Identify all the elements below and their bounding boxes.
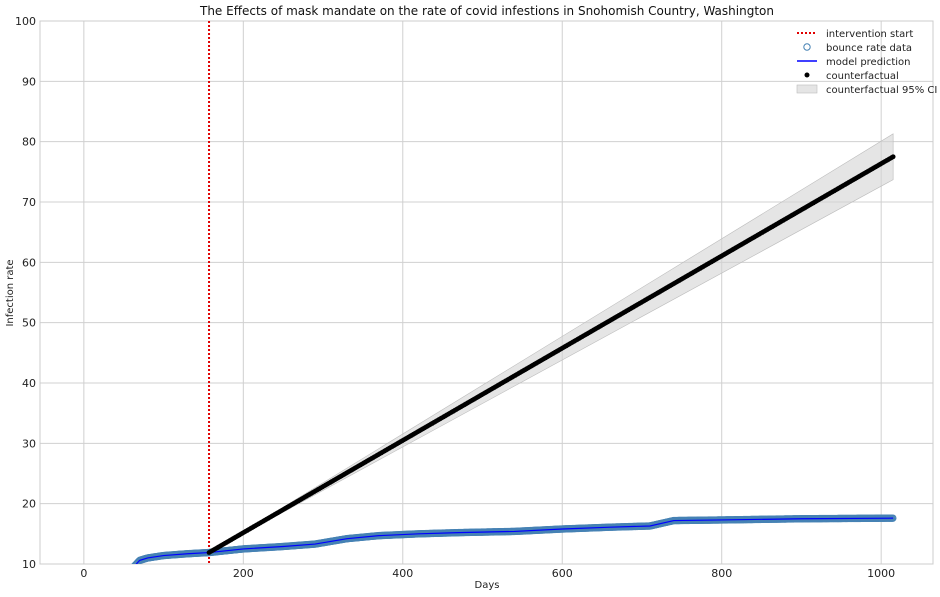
- y-tick-label: 90: [22, 75, 36, 88]
- x-tick-label: 800: [711, 567, 732, 580]
- y-tick-label: 30: [22, 437, 36, 450]
- legend-label: bounce rate data: [826, 43, 912, 54]
- model-prediction-line: [135, 517, 894, 564]
- x-tick-label: 600: [552, 567, 573, 580]
- legend-marker-counterfactual: [804, 72, 810, 78]
- legend-label: intervention start: [826, 29, 913, 40]
- y-tick-label: 60: [22, 256, 36, 269]
- x-tick-label: 200: [233, 567, 254, 580]
- legend-label: counterfactual 95% CI: [826, 85, 937, 96]
- x-tick-label: 1000: [867, 567, 895, 580]
- y-axis-title: Infection rate: [5, 259, 16, 326]
- legend-label: counterfactual: [826, 71, 899, 82]
- x-tick-label: 0: [80, 567, 87, 580]
- y-tick-label: 40: [22, 377, 36, 390]
- y-tick-label: 10: [22, 558, 36, 571]
- x-axis-title: Days: [475, 580, 500, 591]
- legend-marker-ci: [796, 84, 818, 94]
- legend-label: model prediction: [826, 57, 911, 68]
- tick-label-layer: 0 200 400 600 800 1000 10 20 30 40 50 60 70 80 90 100: [15, 15, 895, 580]
- series-layer: [131, 21, 897, 564]
- legend-marker-bounce-rate: [803, 43, 811, 51]
- y-tick-label: 80: [22, 136, 36, 149]
- plot-area: [40, 21, 933, 564]
- x-tick-label: 400: [392, 567, 413, 580]
- legend: intervention start bounce rate data model …: [796, 29, 937, 96]
- y-tick-label: 50: [22, 317, 36, 330]
- counterfactual-point: [890, 154, 896, 160]
- chart-title: The Effects of mask mandate on the rate …: [199, 4, 774, 18]
- y-tick-label: 100: [15, 15, 36, 28]
- y-tick-label: 20: [22, 498, 36, 511]
- plot-frame: [39, 20, 934, 565]
- y-tick-label: 70: [22, 196, 36, 209]
